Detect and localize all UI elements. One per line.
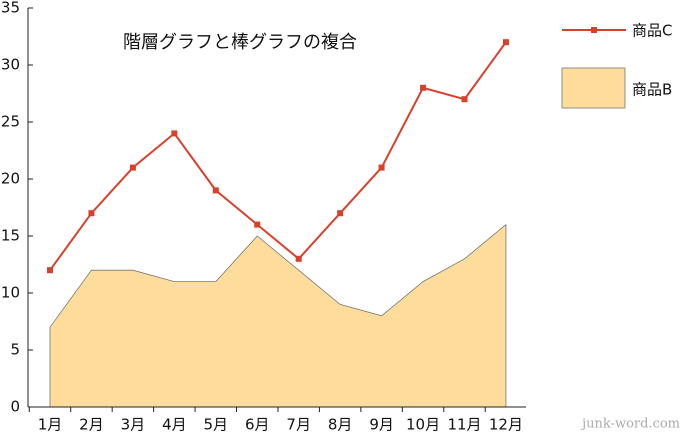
y-tick-label: 0 — [10, 398, 20, 416]
marker — [378, 164, 385, 171]
watermark: junk-word.com — [580, 417, 680, 432]
y-tick-label: 25 — [1, 113, 20, 131]
y-tick-label: 30 — [1, 56, 20, 74]
marker — [502, 39, 509, 46]
legend-label: 商品C — [632, 22, 672, 40]
marker — [337, 210, 344, 217]
marker — [420, 84, 427, 91]
legend-label: 商品B — [632, 81, 672, 99]
legend-swatch — [561, 67, 626, 109]
x-tick-label: 7月 — [286, 416, 311, 434]
x-tick-label: 1月 — [38, 416, 63, 434]
y-tick-label: 15 — [1, 227, 20, 245]
x-tick-label: 9月 — [369, 416, 394, 434]
marker — [47, 267, 53, 274]
marker — [461, 96, 468, 103]
x-tick-label: 5月 — [204, 416, 229, 434]
y-tick-label: 35 — [1, 0, 20, 17]
marker — [171, 130, 178, 137]
x-tick-label: 10月 — [406, 416, 440, 434]
y-tick-label: 10 — [1, 284, 20, 302]
x-tick-label: 8月 — [328, 416, 353, 434]
marker — [88, 210, 95, 217]
x-tick-label: 11月 — [447, 416, 481, 434]
y-tick-label: 5 — [10, 341, 20, 359]
marker — [212, 187, 219, 194]
x-tick-label: 6月 — [245, 416, 270, 434]
area — [49, 223, 507, 408]
marker — [129, 164, 136, 171]
marker — [295, 255, 302, 262]
line — [49, 41, 507, 271]
x-tick-label: 4月 — [162, 416, 187, 434]
chart-title: 階層グラフと棒グラフの複合 — [123, 32, 357, 53]
x-tick-label: 2月 — [79, 416, 104, 434]
y-tick-label: 20 — [1, 170, 20, 188]
legend-marker — [591, 27, 597, 33]
marker — [254, 221, 261, 228]
x-tick-label: 12月 — [489, 416, 523, 434]
x-tick-label: 3月 — [121, 416, 146, 434]
